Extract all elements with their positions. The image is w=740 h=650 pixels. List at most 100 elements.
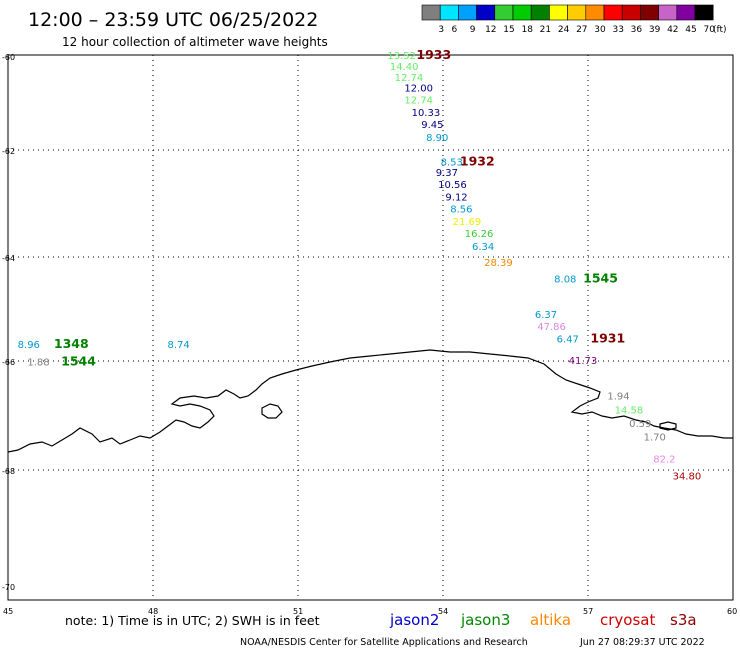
legend-label: 45 [685,25,696,35]
wave-height-label: 12.74 [395,73,424,84]
coastline-islet [659,421,677,431]
legend-swatch [676,4,696,21]
y-tick: -66 [2,358,15,367]
wave-height-label: 9.45 [421,120,443,131]
pass-time-label: 1348 [54,336,89,351]
wave-height-label: 10.33 [412,108,441,119]
x-tick: 48 [148,607,158,616]
y-tick: -62 [2,147,15,156]
wave-height-label: 16.26 [465,229,494,240]
wave-height-label: 8.96 [18,340,40,351]
legend-label: 36 [631,25,643,35]
x-tick: 57 [583,607,593,616]
legend-label: 33 [612,25,623,35]
wave-height-label: 1.94 [607,392,629,403]
wave-height-label: 9.37 [436,168,458,179]
wave-height-label: 28.39 [484,258,513,269]
wave-height-label: 6.47 [557,334,579,345]
graticule [8,55,733,600]
satellite-name-jason2: jason2 [389,611,439,629]
satellite-name-jason3: jason3 [460,611,510,629]
wave-height-label: 1.88 [27,357,49,368]
wave-height-label: 1.70 [644,433,666,444]
wave-height-observations: 193313.5214.4012.7412.0012.7410.339.458.… [18,47,702,483]
pass-time-label: 1933 [416,47,451,62]
wave-height-label: 12.00 [404,84,433,95]
x-tick: 54 [438,607,448,616]
legend-swatch [567,4,587,21]
wave-height-label: 6.34 [472,242,494,253]
legend-label: 15 [503,25,514,35]
y-tick: -60 [2,53,15,62]
legend-swatch [603,4,623,21]
legend-swatch [549,4,568,21]
legend-unit: (ft) [713,25,727,35]
y-tick: -70 [2,583,15,592]
y-tick: -64 [2,254,15,263]
footer-note: note: 1) Time is in UTC; 2) SWH is in fe… [65,613,320,628]
wave-height-label: 8.53 [441,157,463,168]
legend-swatch [476,4,496,21]
plot-frame [7,54,734,601]
legend-label: 21 [540,25,551,35]
legend-label: 39 [649,25,661,35]
legend-swatch [640,4,659,21]
wave-height-label: 13.52 [387,51,416,62]
pass-time-label: 1544 [61,353,96,368]
wave-height-label: 12.74 [404,96,433,107]
legend-swatch [694,4,714,21]
pass-time-label: 1545 [583,270,618,285]
satellite-name-cryosat: cryosat [600,611,655,629]
wave-height-label: 8.90 [426,133,448,144]
footer-timestamp: Jun 27 08:29:37 UTC 2022 [579,637,705,648]
legend-label: 27 [576,25,587,35]
footer-credit: NOAA/NESDIS Center for Satellite Applica… [240,637,528,648]
legend-label: 70 [703,25,715,35]
wave-height-label: 82.2 [653,454,675,465]
wave-height-label: 34.80 [673,472,702,483]
pass-time-label: 1931 [590,330,625,345]
wave-height-label: 14.40 [390,62,419,73]
wave-height-label: 47.86 [537,322,566,333]
wave-height-label: 8.56 [450,205,472,216]
antarctic-coastline [7,349,733,453]
legend-label: 30 [594,25,606,35]
legend-label: 3 [438,25,444,35]
wave-height-label: 10.56 [438,180,467,191]
wave-height-label: 21.69 [453,217,482,228]
legend-swatch [512,4,532,21]
wave-height-color-legend: 3 6 9 12 15 18 21 24 27 30 33 36 39 42 45 70 [421,4,715,35]
legend-label: 9 [470,25,476,35]
wave-height-label: 14.58 [615,405,644,416]
pass-time-label: 1932 [460,153,495,168]
legend-label: 42 [667,25,678,35]
y-tick: -68 [2,467,15,476]
x-tick: 45 [3,607,13,616]
legend-swatch [530,4,550,21]
wave-height-label: 9.12 [445,193,467,204]
wave-height-label: 8.74 [168,340,190,351]
satellite-name-altika: altika [530,611,571,629]
legend-swatch [658,4,678,21]
legend-swatch [494,4,514,21]
legend-label: 18 [521,25,533,35]
legend-label: 24 [558,25,570,35]
page-subtitle: 12 hour collection of altimeter wave hei… [62,35,328,49]
legend-swatch [458,4,477,21]
legend-label: 12 [485,25,496,35]
legend-swatch [621,4,641,21]
x-tick: 60 [727,607,737,616]
legend-swatch [421,4,441,21]
wave-height-label: 41.73 [569,356,598,367]
page-title: 12:00 – 23:59 UTC 06/25/2022 [28,9,318,31]
x-axis-ticks: 45 48 51 54 57 60 [3,607,737,616]
wave-height-label: 0.59 [629,419,651,430]
legend-swatch [439,4,459,21]
coastline-islet [261,403,283,419]
legend-swatch [585,4,605,21]
wave-height-label: 6.37 [535,310,557,321]
x-tick: 51 [293,607,303,616]
y-axis-ticks: -60 -62 -64 -66 -68 -70 [2,53,15,592]
satellite-legend: jason2 jason3 altika cryosat s3a [389,611,697,629]
